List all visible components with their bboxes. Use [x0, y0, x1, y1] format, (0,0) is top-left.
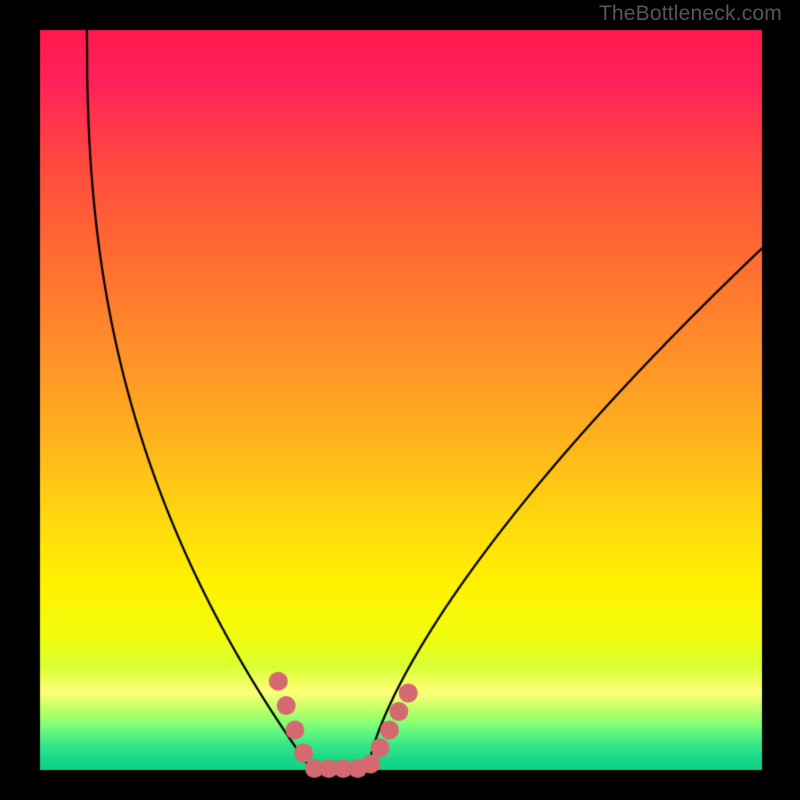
bottleneck-chart-canvas [0, 0, 800, 800]
watermark-text: TheBottleneck.com [599, 2, 782, 26]
chart-stage: TheBottleneck.com [0, 0, 800, 800]
